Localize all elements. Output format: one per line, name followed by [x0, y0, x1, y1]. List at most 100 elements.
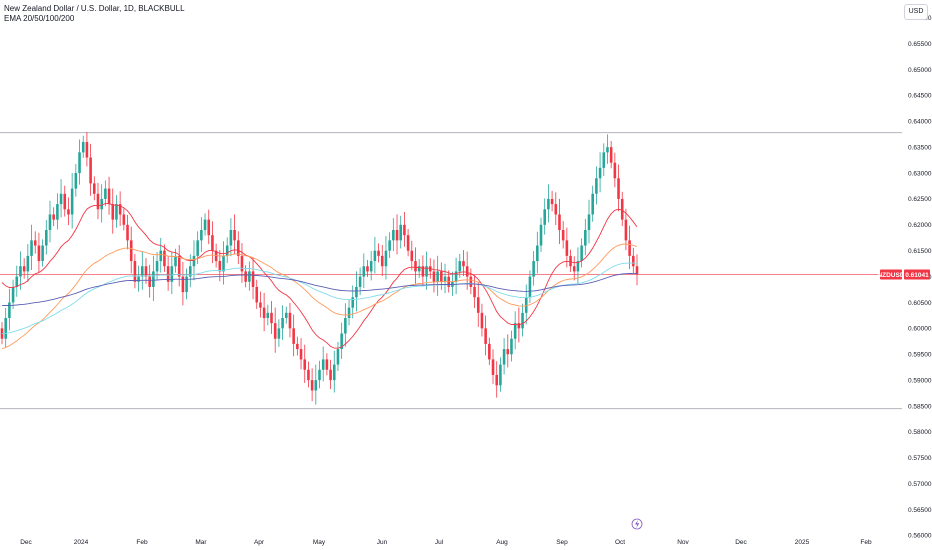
candle [414, 247, 417, 284]
candle [133, 253, 137, 289]
candle [140, 251, 144, 290]
price-tick-label: 0.64000 [908, 119, 932, 126]
candle [284, 306, 288, 324]
ema-layer [1, 203, 638, 350]
candle [532, 251, 535, 286]
candle [425, 251, 428, 290]
price-tick-label: 0.63500 [908, 144, 932, 151]
candle [521, 303, 524, 337]
candle [104, 180, 107, 207]
candle [513, 311, 517, 350]
candle [617, 164, 620, 212]
candle [558, 198, 561, 245]
time-axis[interactable]: Dec 2024 Feb Mar Apr May Jun Jul Aug Sep Oct Nov Dec… [20, 539, 872, 546]
candle [159, 237, 163, 273]
candle [510, 330, 513, 362]
candle [236, 231, 240, 265]
lightning-icon[interactable] [631, 518, 643, 530]
candle [373, 236, 377, 274]
ema-20-line [1, 203, 638, 349]
candle [565, 227, 569, 268]
price-pane[interactable] [0, 132, 902, 410]
candle [11, 279, 15, 309]
price-tick-label: 0.65500 [908, 41, 932, 48]
price-tick-label: 0.62000 [908, 222, 932, 229]
time-tick-label: Jul [435, 539, 444, 546]
candle [318, 360, 321, 389]
candle [78, 139, 81, 185]
candle [598, 152, 602, 193]
candle [473, 275, 476, 308]
candle [277, 319, 281, 347]
candle [96, 182, 100, 220]
time-tick-label: 2024 [74, 539, 89, 546]
candle [580, 238, 583, 268]
candle [480, 303, 484, 337]
candle [74, 164, 78, 197]
candle [369, 251, 373, 281]
candle [163, 244, 166, 272]
ema-50-line [1, 243, 638, 350]
candle [388, 232, 391, 258]
ema-100-line [1, 262, 638, 335]
currency-button[interactable]: USD [904, 4, 928, 20]
time-tick-label: Mar [195, 539, 207, 546]
candle [185, 268, 188, 300]
candle [299, 338, 303, 370]
candle [569, 249, 572, 272]
candle [251, 257, 255, 300]
symbol-title: New Zealand Dollar / U.S. Dollar, 1D, BL… [4, 4, 185, 13]
candle [296, 336, 299, 356]
candle [499, 357, 502, 392]
candle [22, 258, 26, 279]
candle [476, 281, 480, 327]
candle [85, 132, 89, 167]
candle [266, 304, 270, 326]
candle [122, 208, 126, 231]
candle [314, 364, 318, 405]
time-tick-label: May [313, 539, 326, 546]
candle [177, 244, 181, 287]
candle [554, 192, 558, 226]
price-tick-label: 0.64500 [908, 93, 932, 100]
candle [432, 259, 436, 293]
candle [347, 299, 351, 326]
candle [329, 359, 332, 390]
candle [148, 264, 151, 298]
candle [37, 232, 41, 273]
candle [528, 270, 532, 303]
candle [392, 218, 395, 252]
candle [406, 228, 410, 257]
candle [624, 208, 628, 251]
candle [19, 251, 22, 290]
candle [344, 303, 347, 347]
candle [491, 349, 495, 384]
candle [203, 213, 207, 236]
candle [155, 252, 159, 280]
candle [225, 237, 229, 264]
price-tick-label: 0.57500 [908, 455, 932, 462]
price-tick-label: 0.61500 [908, 248, 932, 255]
candle [506, 334, 510, 368]
price-tick-label: 0.58500 [908, 403, 932, 410]
candle [458, 253, 462, 278]
candle [307, 361, 310, 388]
candle [572, 256, 576, 281]
time-tick-label: Feb [860, 539, 872, 546]
chart-legend: New Zealand Dollar / U.S. Dollar, 1D, BL… [4, 4, 185, 24]
candle [229, 218, 233, 257]
price-tick-label: 0.56000 [908, 533, 932, 540]
candle [218, 250, 222, 282]
price-tick-label: 0.60500 [908, 300, 932, 307]
candle [48, 200, 52, 243]
candle [495, 361, 499, 398]
candle [89, 143, 92, 196]
candle [336, 341, 340, 372]
price-tick-label: 0.57000 [908, 481, 932, 488]
candle [366, 260, 369, 278]
time-tick-label: Dec [20, 539, 32, 546]
candle [152, 255, 155, 302]
candle [543, 198, 546, 235]
candle [4, 308, 7, 348]
